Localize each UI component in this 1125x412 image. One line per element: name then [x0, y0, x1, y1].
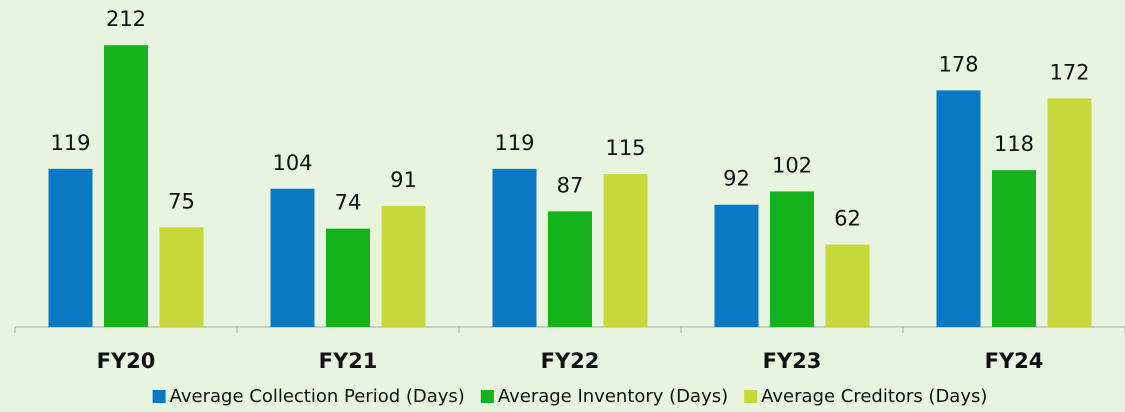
legend-label: Average Creditors (Days) [761, 386, 987, 407]
bar [825, 244, 870, 327]
bar [770, 191, 814, 327]
bar [159, 227, 204, 327]
x-tick-label: FY22 [541, 349, 600, 373]
data-label: 91 [390, 168, 417, 192]
data-label: 212 [106, 7, 146, 31]
x-tick-label: FY21 [319, 349, 378, 373]
x-tick-label: FY20 [97, 349, 156, 373]
legend-swatch [480, 390, 494, 403]
x-tick-label: FY24 [985, 349, 1044, 373]
data-label: 104 [272, 151, 312, 175]
bar [492, 168, 537, 327]
bar [714, 204, 759, 327]
data-label: 74 [335, 191, 362, 215]
bar [381, 206, 426, 327]
data-label: 87 [557, 173, 584, 197]
bar [270, 188, 315, 327]
data-label: 75 [168, 189, 195, 213]
bar [326, 228, 370, 327]
data-label: 102 [772, 153, 812, 177]
bar [1047, 98, 1092, 327]
x-tick-label: FY23 [763, 349, 822, 373]
data-label: 119 [494, 131, 534, 155]
bar [992, 170, 1036, 327]
bar [603, 174, 648, 327]
legend-label: Average Inventory (Days) [498, 386, 728, 407]
legend-swatch [744, 390, 758, 403]
bar [104, 45, 148, 327]
data-label: 172 [1049, 60, 1089, 84]
data-label: 178 [938, 52, 978, 76]
bar [548, 211, 592, 327]
legend-swatch [152, 390, 166, 403]
data-label: 119 [50, 131, 90, 155]
data-label: 92 [723, 167, 750, 191]
data-label: 62 [834, 207, 861, 231]
bar [48, 168, 93, 327]
bar [936, 90, 981, 328]
data-label: 115 [605, 136, 645, 160]
data-label: 118 [994, 132, 1034, 156]
legend-label: Average Collection Period (Days) [170, 386, 465, 407]
